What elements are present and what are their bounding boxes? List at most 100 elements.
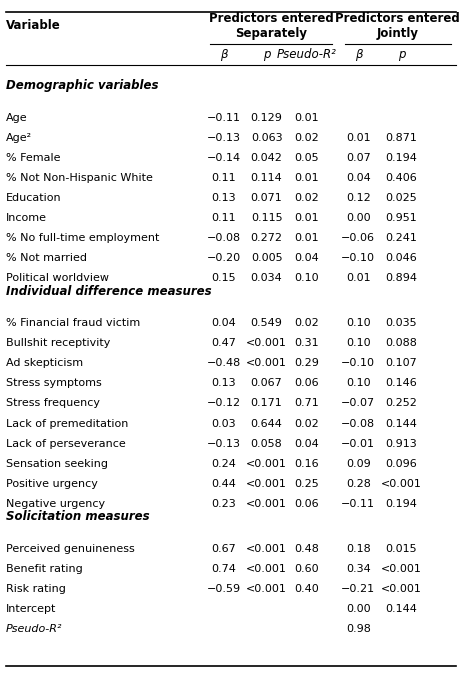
Text: p: p xyxy=(398,48,405,61)
Text: −0.11: −0.11 xyxy=(341,499,375,509)
Text: 0.00: 0.00 xyxy=(346,213,371,223)
Text: 0.071: 0.071 xyxy=(251,193,283,203)
Text: 0.194: 0.194 xyxy=(385,153,418,163)
Text: 0.09: 0.09 xyxy=(346,458,371,469)
Text: 0.063: 0.063 xyxy=(251,133,283,143)
Text: −0.20: −0.20 xyxy=(207,253,241,264)
Text: % Female: % Female xyxy=(6,153,61,163)
Text: Perceived genuineness: Perceived genuineness xyxy=(6,544,135,554)
Text: % Not Non-Hispanic White: % Not Non-Hispanic White xyxy=(6,173,153,183)
Text: Income: Income xyxy=(6,213,47,223)
Text: <0.001: <0.001 xyxy=(246,563,287,574)
Text: Negative urgency: Negative urgency xyxy=(6,499,105,509)
Text: 0.04: 0.04 xyxy=(294,253,319,264)
Text: 0.48: 0.48 xyxy=(294,544,319,554)
Text: 0.28: 0.28 xyxy=(346,479,371,488)
Text: 0.02: 0.02 xyxy=(294,419,319,428)
Text: Risk rating: Risk rating xyxy=(6,584,66,594)
Text: 0.02: 0.02 xyxy=(294,193,319,203)
Text: Age: Age xyxy=(6,113,27,123)
Text: 0.67: 0.67 xyxy=(211,544,236,554)
Text: 0.01: 0.01 xyxy=(294,234,319,243)
Text: 0.60: 0.60 xyxy=(294,563,319,574)
Text: 0.088: 0.088 xyxy=(385,338,418,348)
Text: 0.272: 0.272 xyxy=(251,234,283,243)
Text: 0.11: 0.11 xyxy=(211,173,236,183)
Text: <0.001: <0.001 xyxy=(246,499,287,509)
Text: 0.096: 0.096 xyxy=(385,458,417,469)
Text: 0.549: 0.549 xyxy=(251,318,283,329)
Text: 0.10: 0.10 xyxy=(294,273,319,283)
Text: −0.21: −0.21 xyxy=(341,584,375,594)
Text: Sensation seeking: Sensation seeking xyxy=(6,458,108,469)
Text: −0.12: −0.12 xyxy=(207,398,241,408)
Text: <0.001: <0.001 xyxy=(246,544,287,554)
Text: 0.34: 0.34 xyxy=(346,563,371,574)
Text: 0.067: 0.067 xyxy=(251,378,283,389)
Text: −0.10: −0.10 xyxy=(341,359,375,368)
Text: Political worldview: Political worldview xyxy=(6,273,109,283)
Text: 0.04: 0.04 xyxy=(346,173,371,183)
Text: −0.10: −0.10 xyxy=(341,253,375,264)
Text: 0.13: 0.13 xyxy=(211,378,236,389)
Text: <0.001: <0.001 xyxy=(381,584,422,594)
Text: 0.12: 0.12 xyxy=(346,193,371,203)
Text: 0.871: 0.871 xyxy=(385,133,418,143)
Text: 0.11: 0.11 xyxy=(211,213,236,223)
Text: 0.02: 0.02 xyxy=(294,318,319,329)
Text: 0.05: 0.05 xyxy=(294,153,319,163)
Text: 0.98: 0.98 xyxy=(346,624,371,634)
Text: <0.001: <0.001 xyxy=(246,479,287,488)
Text: 0.252: 0.252 xyxy=(385,398,418,408)
Text: 0.18: 0.18 xyxy=(346,544,371,554)
Text: 0.171: 0.171 xyxy=(251,398,283,408)
Text: 0.107: 0.107 xyxy=(385,359,417,368)
Text: Benefit rating: Benefit rating xyxy=(6,563,83,574)
Text: 0.24: 0.24 xyxy=(211,458,237,469)
Text: Lack of premeditation: Lack of premeditation xyxy=(6,419,128,428)
Text: Stress frequency: Stress frequency xyxy=(6,398,100,408)
Text: <0.001: <0.001 xyxy=(246,584,287,594)
Text: 0.114: 0.114 xyxy=(251,173,283,183)
Text: 0.13: 0.13 xyxy=(211,193,236,203)
Text: 0.16: 0.16 xyxy=(294,458,319,469)
Text: <0.001: <0.001 xyxy=(381,479,422,488)
Text: −0.08: −0.08 xyxy=(207,234,241,243)
Text: 0.10: 0.10 xyxy=(346,378,371,389)
Text: Variable: Variable xyxy=(6,19,61,32)
Text: 0.406: 0.406 xyxy=(385,173,417,183)
Text: 0.71: 0.71 xyxy=(294,398,319,408)
Text: Lack of perseverance: Lack of perseverance xyxy=(6,438,126,449)
Text: −0.48: −0.48 xyxy=(207,359,241,368)
Text: 0.07: 0.07 xyxy=(346,153,371,163)
Text: 0.046: 0.046 xyxy=(385,253,417,264)
Text: −0.07: −0.07 xyxy=(341,398,375,408)
Text: −0.13: −0.13 xyxy=(207,133,241,143)
Text: 0.146: 0.146 xyxy=(385,378,417,389)
Text: β: β xyxy=(355,48,362,61)
Text: −0.06: −0.06 xyxy=(341,234,375,243)
Text: % Not married: % Not married xyxy=(6,253,87,264)
Text: 0.10: 0.10 xyxy=(346,338,371,348)
Text: 0.194: 0.194 xyxy=(385,499,418,509)
Text: 0.035: 0.035 xyxy=(386,318,417,329)
Text: 0.04: 0.04 xyxy=(294,438,319,449)
Text: 0.034: 0.034 xyxy=(251,273,283,283)
Text: 0.015: 0.015 xyxy=(386,544,417,554)
Text: % Financial fraud victim: % Financial fraud victim xyxy=(6,318,140,329)
Text: 0.058: 0.058 xyxy=(251,438,283,449)
Text: 0.144: 0.144 xyxy=(385,604,418,614)
Text: −0.11: −0.11 xyxy=(207,113,241,123)
Text: 0.10: 0.10 xyxy=(346,318,371,329)
Text: Solicitation measures: Solicitation measures xyxy=(6,510,150,523)
Text: % No full-time employment: % No full-time employment xyxy=(6,234,159,243)
Text: Age²: Age² xyxy=(6,133,32,143)
Text: Pseudo-R²: Pseudo-R² xyxy=(6,624,63,634)
Text: Individual difference measures: Individual difference measures xyxy=(6,285,211,298)
Text: 0.005: 0.005 xyxy=(251,253,283,264)
Text: 0.025: 0.025 xyxy=(385,193,417,203)
Text: 0.01: 0.01 xyxy=(346,133,371,143)
Text: 0.129: 0.129 xyxy=(251,113,283,123)
Text: 0.00: 0.00 xyxy=(346,604,371,614)
Text: 0.01: 0.01 xyxy=(294,213,319,223)
